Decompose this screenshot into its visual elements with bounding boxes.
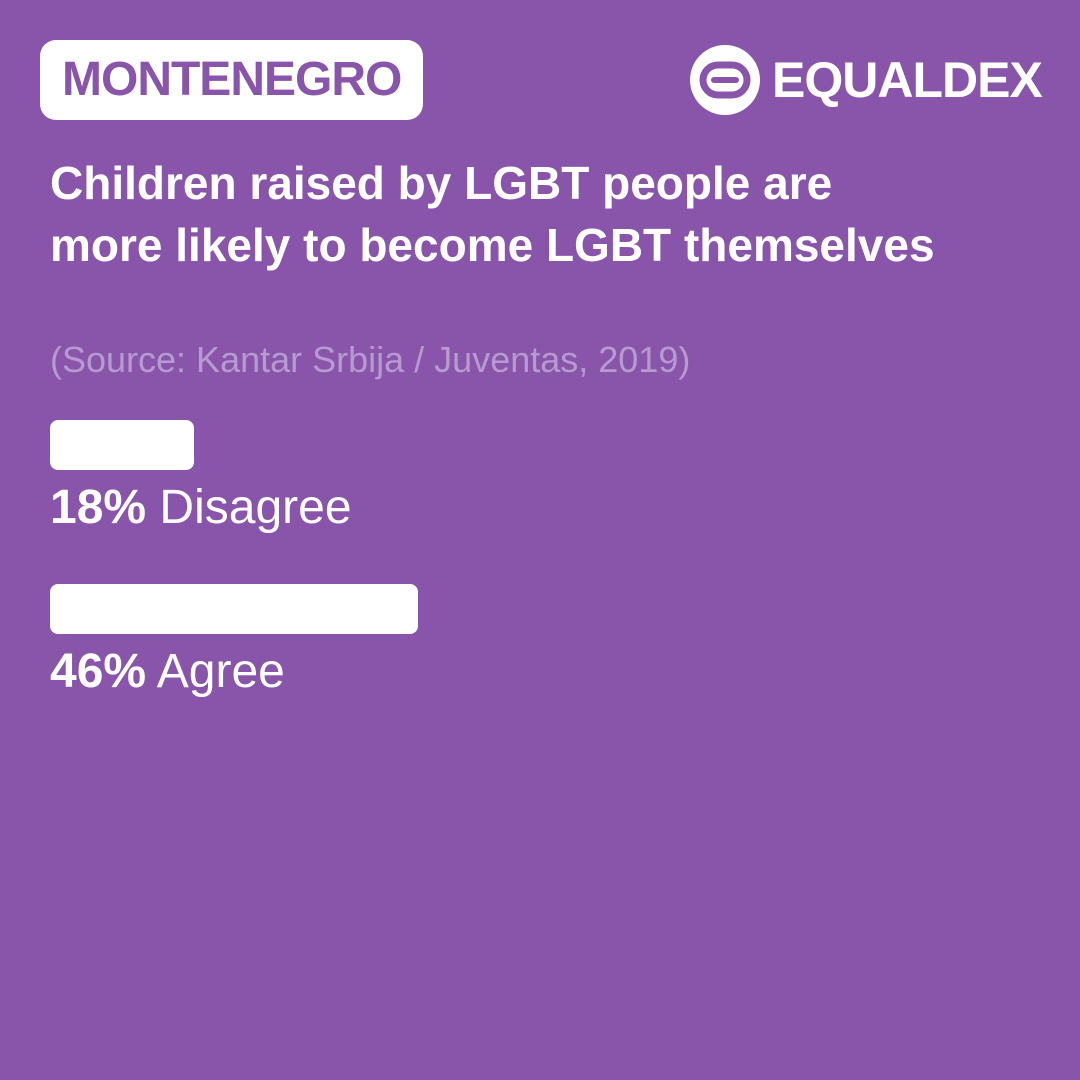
country-name: MONTENEGRO [62,53,402,106]
bar-category-label: Agree [156,645,285,698]
chart-title: Children raised by LGBT people are more … [50,157,935,271]
country-badge: MONTENEGRO [40,40,424,120]
bar-track [50,420,850,470]
bar-agree [50,584,418,634]
bar-value-label: 46% [50,645,147,698]
brand-logo: EQUALDEX [690,44,1043,116]
bar-track [50,584,850,634]
bar-label: 18% Disagree [50,480,850,536]
bar-chart: 18% Disagree 46% Agree [50,420,1030,720]
equaldex-logo-icon [690,45,760,115]
bar-group-disagree: 18% Disagree [50,420,850,536]
bar-label: 46% Agree [50,644,850,700]
bar-category-label: Disagree [159,481,352,534]
bar-group-agree: 46% Agree [50,584,850,700]
bar-disagree [50,420,194,470]
brand-name: EQUALDEX [772,52,1043,108]
bar-value-label: 18% [50,481,147,534]
chart-source: (Source: Kantar Srbija / Juventas, 2019) [50,339,691,380]
